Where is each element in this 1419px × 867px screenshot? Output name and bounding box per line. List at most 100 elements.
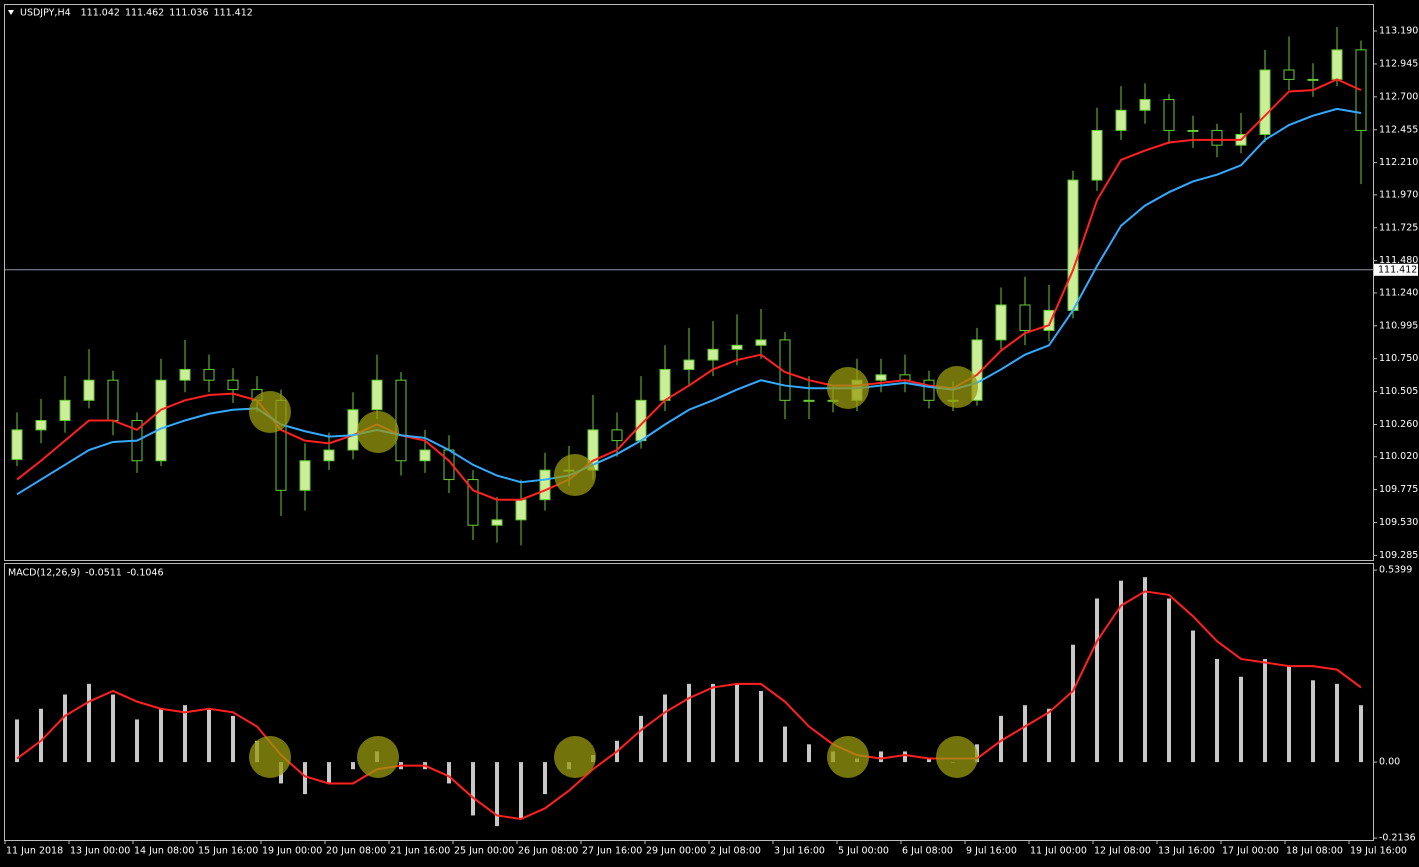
candle-body — [1283, 69, 1295, 80]
macd-bar — [231, 715, 235, 763]
candle-body — [347, 409, 359, 451]
x-tick-label: 26 Jun 08:00 — [518, 846, 578, 857]
y-tick-label: 113.190 — [1379, 26, 1418, 37]
macd-bar — [687, 683, 691, 763]
y-tick-label: 109.530 — [1379, 517, 1418, 528]
macd-bar — [1023, 705, 1027, 763]
highlight — [249, 736, 291, 778]
candle-body — [491, 519, 503, 526]
candle-body — [731, 344, 743, 350]
candle-body — [1187, 129, 1199, 132]
candle-body — [803, 399, 815, 402]
macd-bar — [519, 762, 523, 820]
candle-body — [1019, 304, 1031, 332]
candle-body — [779, 339, 791, 401]
y-tick-label: 110.995 — [1379, 320, 1418, 331]
indicator-value: -0.1046 — [127, 568, 164, 579]
candle-body — [755, 339, 767, 346]
macd-bar — [447, 762, 451, 784]
macd-bar — [471, 762, 475, 816]
header-value: 111.036 — [169, 8, 208, 19]
macd-bar — [1047, 708, 1051, 763]
x-tick-label: 25 Jun 00:00 — [454, 846, 514, 857]
candle-body — [1163, 99, 1175, 131]
y-tick-label: -0.2136 — [1379, 833, 1416, 844]
candle-body — [83, 379, 95, 401]
macd-bar — [1167, 598, 1171, 763]
macd-bar — [1071, 644, 1075, 763]
candle-body — [515, 499, 527, 521]
x-tick-label: 2 Jul 08:00 — [710, 846, 761, 857]
x-tick-label: 19 Jul 16:00 — [1350, 846, 1407, 857]
x-tick-label: 20 Jun 08:00 — [326, 846, 386, 857]
candle-body — [707, 348, 719, 361]
candle-body — [1259, 69, 1271, 135]
macd-bar — [1143, 577, 1147, 763]
x-tick-label: 13 Jun 00:00 — [70, 846, 130, 857]
indicator-title: MACD(12,26,9) — [8, 568, 80, 579]
y-tick-label: 112.210 — [1379, 157, 1418, 168]
x-tick-label: 9 Jul 16:00 — [966, 846, 1017, 857]
macd-bar — [207, 708, 211, 763]
macd-bar — [63, 694, 67, 763]
highlight — [554, 736, 596, 778]
highlight — [357, 736, 399, 778]
candle-body — [1091, 129, 1103, 181]
x-tick-label: 6 Jul 08:00 — [902, 846, 953, 857]
y-tick-label: 111.480 — [1379, 255, 1418, 266]
macd-bar — [1287, 666, 1291, 763]
macd-bar — [783, 726, 787, 763]
macd-bar — [87, 683, 91, 763]
macd-bar — [1359, 705, 1363, 763]
x-tick-label: 13 Jul 16:00 — [1158, 846, 1215, 857]
y-tick-label: 109.775 — [1379, 484, 1418, 495]
highlight — [357, 411, 399, 453]
macd-bar — [663, 694, 667, 763]
highlights — [249, 366, 978, 778]
candle-body — [875, 374, 887, 381]
macd-bar — [1311, 680, 1315, 763]
x-tick-label: 11 Jul 00:00 — [1030, 846, 1087, 857]
header-value: 111.042 — [81, 8, 120, 19]
x-tick-label: 14 Jun 08:00 — [134, 846, 194, 857]
y-tick-label: 0.00 — [1379, 757, 1400, 768]
menu-arrow[interactable] — [8, 10, 14, 15]
macd-bar — [903, 751, 907, 763]
macd-bar — [1215, 658, 1219, 763]
candle-body — [1139, 99, 1151, 111]
last-price-label: 111.412 — [1378, 264, 1417, 275]
macd-bar — [15, 719, 19, 763]
macd-bar — [807, 744, 811, 763]
candle-body — [995, 304, 1007, 341]
macd-bar — [639, 715, 643, 763]
candle-body — [539, 469, 551, 501]
candle-body — [467, 479, 479, 526]
macd-bar — [1239, 676, 1243, 763]
candle-body — [371, 379, 383, 411]
header-value: 111.462 — [125, 8, 164, 19]
macd-bar — [759, 690, 763, 763]
indicator-line — [16, 590, 1362, 821]
candle-body — [323, 449, 335, 462]
highlight — [936, 366, 978, 408]
x-tick-label: 19 Jun 00:00 — [262, 846, 322, 857]
candle-body — [299, 460, 311, 491]
x-tick-label: 21 Jun 16:00 — [390, 846, 450, 857]
candle-body — [227, 379, 239, 391]
candle-body — [107, 379, 119, 421]
y-tick-label: 110.505 — [1379, 386, 1418, 397]
y-tick-label: 111.240 — [1379, 287, 1418, 298]
macd-bar — [351, 762, 355, 770]
indicator-value: -0.0511 — [85, 568, 122, 579]
y-tick-label: 110.750 — [1379, 353, 1418, 364]
x-tick-label: 12 Jul 08:00 — [1094, 846, 1151, 857]
y-tick-label: 112.945 — [1379, 58, 1418, 69]
chart-title: USDJPY,H4 — [20, 8, 71, 19]
macd-bar — [159, 708, 163, 763]
candle-body — [611, 429, 623, 442]
candle-body — [59, 399, 71, 421]
macd-bar — [999, 715, 1003, 763]
header-value: 111.412 — [214, 8, 253, 19]
